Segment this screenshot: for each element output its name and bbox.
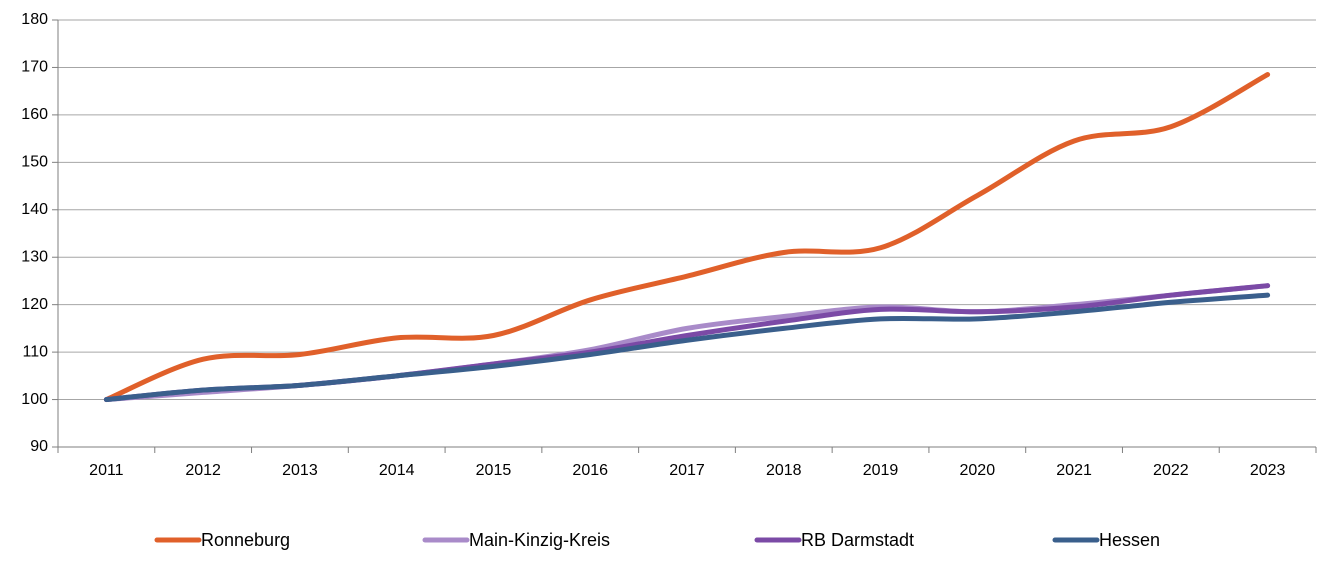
legend-label: Ronneburg <box>201 530 290 550</box>
x-tick-label: 2015 <box>476 462 512 479</box>
y-tick-label: 90 <box>30 438 48 455</box>
x-tick-label: 2023 <box>1250 462 1286 479</box>
x-tick-label: 2011 <box>89 462 124 479</box>
y-tick-label: 180 <box>21 11 48 28</box>
x-tick-label: 2021 <box>1056 462 1092 479</box>
x-tick-label: 2020 <box>960 462 996 479</box>
legend-label: RB Darmstadt <box>801 530 914 550</box>
x-tick-label: 2018 <box>766 462 802 479</box>
x-tick-label: 2013 <box>282 462 318 479</box>
legend-label: Hessen <box>1099 530 1160 550</box>
x-tick-label: 2016 <box>572 462 608 479</box>
x-tick-label: 2019 <box>863 462 899 479</box>
x-tick-label: 2017 <box>669 462 705 479</box>
y-tick-label: 130 <box>21 248 48 265</box>
legend-label: Main-Kinzig-Kreis <box>469 530 610 550</box>
line-series <box>103 292 1271 403</box>
x-tick-label: 2014 <box>379 462 415 479</box>
y-tick-label: 160 <box>21 106 48 123</box>
line-series <box>103 72 1271 403</box>
y-tick-label: 140 <box>21 201 48 218</box>
y-tick-label: 150 <box>21 154 48 171</box>
x-tick-label: 2012 <box>185 462 221 479</box>
y-tick-label: 120 <box>21 296 48 313</box>
y-tick-label: 110 <box>22 343 48 360</box>
y-tick-label: 170 <box>21 59 48 76</box>
y-tick-label: 100 <box>21 391 48 408</box>
x-tick-label: 2022 <box>1153 462 1189 479</box>
